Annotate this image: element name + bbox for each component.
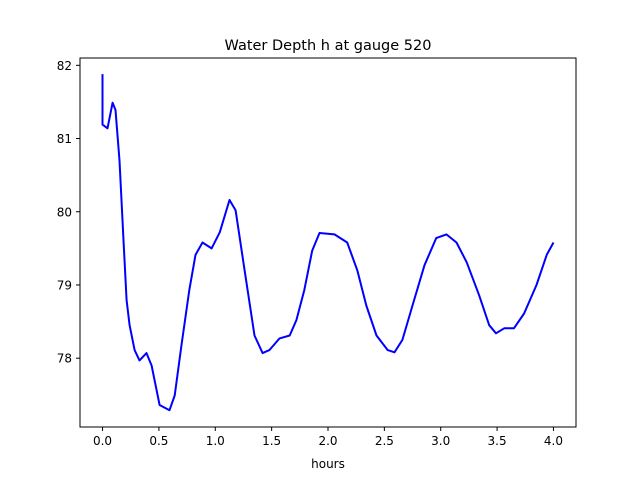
y-tick-label: 78	[57, 352, 72, 366]
x-axis-label: hours	[311, 457, 345, 471]
plot-frame	[79, 57, 577, 428]
chart-title: Water Depth h at gauge 520	[225, 38, 432, 54]
x-tick-label: 1.0	[206, 434, 225, 448]
x-tick-label: 2.0	[318, 434, 337, 448]
x-tick-label: 3.5	[488, 434, 507, 448]
y-tick-label: 80	[57, 205, 72, 219]
y-tick-label: 81	[57, 132, 72, 146]
x-tick-label: 2.5	[375, 434, 394, 448]
x-tick-label: 1.5	[262, 434, 281, 448]
x-tick-label: 0.5	[149, 434, 168, 448]
x-tick-label: 4.0	[544, 434, 563, 448]
x-tick-label: 0.0	[93, 434, 112, 448]
y-axis: 78 79 80 81 82	[57, 59, 80, 366]
series-line-h	[101, 74, 555, 412]
y-tick-label: 82	[57, 59, 72, 73]
y-tick-label: 79	[57, 278, 72, 292]
x-tick-label: 3.0	[431, 434, 450, 448]
x-axis: 0.0 0.5 1.0 1.5 2.0 2.5 3.0 3.5 4.0	[93, 427, 563, 448]
